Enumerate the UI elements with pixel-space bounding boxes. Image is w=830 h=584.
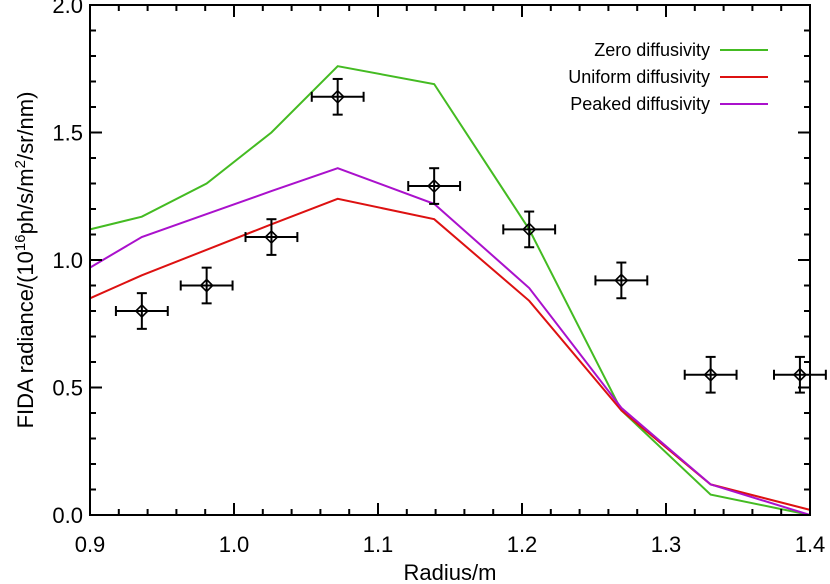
y-axis-label: FIDA radiance/(1016ph/s/m2/sr/nm) (12, 92, 38, 429)
y-axis-label-exponent-2: 2 (12, 160, 29, 168)
series-line-1 (89, 197, 811, 511)
legend-label-1: Uniform diffusivity (568, 67, 710, 87)
data-point-6 (614, 273, 629, 288)
legend-label-2: Peaked diffusivity (570, 94, 710, 114)
x-tick-label: 1.3 (651, 532, 682, 557)
y-tick-label: 0.0 (52, 503, 83, 528)
data-point-4 (427, 178, 442, 194)
y-tick-label: 1.0 (52, 248, 83, 273)
series-line-2 (89, 167, 811, 516)
y-tick-label: 2.0 (52, 0, 83, 18)
y-tick-label: 1.5 (52, 121, 83, 146)
y-axis-label-exponent-16: 16 (12, 234, 29, 251)
legend-label-0: Zero diffusivity (594, 40, 710, 60)
y-axis-label-main: FIDA radiance/(10 (13, 251, 38, 428)
data-point-1 (199, 278, 214, 293)
x-axis-label: Radius/m (404, 560, 497, 584)
data-point-7 (703, 367, 718, 382)
data-point-0 (134, 303, 149, 319)
y-axis-label-end: /sr/nm) (13, 92, 38, 160)
y-axis-label-units: ph/s/m (13, 168, 38, 234)
series-line-0 (89, 65, 811, 516)
legend: Zero diffusivity Uniform diffusivity Peake… (568, 40, 768, 114)
x-tick-label: 1.4 (795, 532, 826, 557)
x-tick-label: 1.1 (363, 532, 394, 557)
x-tick-label: 1.2 (507, 532, 538, 557)
measurement-layer (114, 77, 827, 394)
data-point-3 (330, 89, 345, 104)
data-point-2 (264, 229, 279, 245)
x-tick-label: 0.9 (75, 532, 106, 557)
y-tick-label: 0.5 (52, 376, 83, 401)
x-tick-label: 1.0 (219, 532, 250, 557)
data-point-5 (522, 222, 537, 237)
data-point-8 (792, 367, 808, 382)
tick-layer: 0.9 1.0 1.1 1.2 1.3 1.4 0.0 0.5 1.0 1.5 2.0 (52, 0, 825, 557)
series-layer (89, 65, 811, 516)
